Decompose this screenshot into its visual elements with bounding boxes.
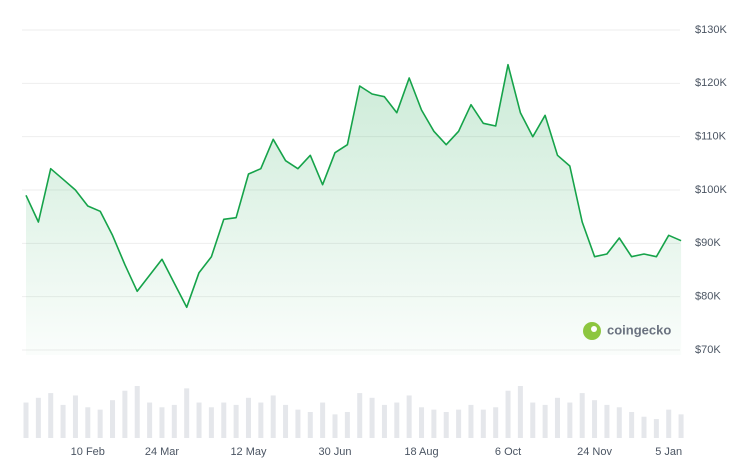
volume-bar <box>406 395 412 438</box>
volume-bar <box>419 407 425 438</box>
y-tick-label: $100K <box>695 184 727 196</box>
volume-bar <box>542 404 548 438</box>
volume-bar <box>456 409 462 438</box>
x-tick-label: 24 Nov <box>577 446 612 458</box>
volume-bar <box>171 404 177 438</box>
volume-bar <box>332 414 338 438</box>
volume-bar <box>60 404 66 438</box>
volume-bar <box>381 404 387 438</box>
volume-bar <box>357 393 363 438</box>
price-area-fill <box>26 64 682 355</box>
volume-bars <box>23 386 684 438</box>
x-tick-label: 24 Mar <box>145 446 180 458</box>
volume-bar <box>480 409 486 438</box>
volume-bar <box>579 393 585 438</box>
x-tick-label: 6 Oct <box>495 446 521 458</box>
y-tick-label: $70K <box>695 344 721 356</box>
volume-bar <box>629 412 635 438</box>
watermark-text: coingecko <box>607 322 671 337</box>
y-tick-label: $110K <box>695 131 727 143</box>
volume-bar <box>245 397 251 438</box>
volume-bar <box>369 397 375 438</box>
x-tick-label: 5 Jan <box>655 446 682 458</box>
volume-bar <box>394 402 400 438</box>
volume-bar <box>567 402 573 438</box>
volume-bar <box>184 388 190 438</box>
volume-bar <box>616 407 622 438</box>
volume-bar <box>48 393 54 438</box>
volume-bar <box>110 400 116 438</box>
volume-bar <box>233 404 239 438</box>
y-tick-label: $120K <box>695 77 727 89</box>
volume-bar <box>72 395 78 438</box>
volume-bar <box>592 400 598 438</box>
volume-bar <box>554 397 560 438</box>
volume-bar <box>270 395 276 438</box>
y-tick-label: $130K <box>695 24 727 36</box>
volume-bar <box>666 409 672 438</box>
volume-bar <box>23 402 29 438</box>
x-tick-label: 18 Aug <box>404 446 438 458</box>
volume-bar <box>159 407 165 438</box>
volume-bar <box>653 419 659 438</box>
volume-bar <box>320 402 326 438</box>
volume-bar <box>530 402 536 438</box>
volume-bar <box>258 402 264 438</box>
volume-bar <box>678 414 684 438</box>
volume-bar <box>431 409 437 438</box>
volume-bar <box>468 404 474 438</box>
volume-bar <box>517 386 523 438</box>
watermark: coingecko <box>583 322 671 340</box>
volume-bar <box>493 407 499 438</box>
volume-bar <box>443 412 449 438</box>
volume-bar <box>122 390 128 438</box>
volume-bar <box>641 416 647 438</box>
volume-bar <box>208 407 214 438</box>
volume-bar <box>307 412 313 438</box>
volume-bar <box>505 390 511 438</box>
volume-bar <box>35 397 41 438</box>
watermark-logo-eye <box>591 326 597 332</box>
volume-bar <box>147 402 153 438</box>
volume-bar <box>295 409 301 438</box>
y-tick-label: $80K <box>695 291 721 303</box>
x-tick-label: 10 Feb <box>71 446 105 458</box>
volume-bar <box>604 404 610 438</box>
x-tick-label: 30 Jun <box>318 446 351 458</box>
volume-bar <box>85 407 91 438</box>
volume-bar <box>344 412 350 438</box>
x-tick-label: 12 May <box>230 446 267 458</box>
volume-bar <box>283 404 289 438</box>
volume-bar <box>221 402 227 438</box>
volume-bar <box>97 409 103 438</box>
y-tick-label: $90K <box>695 237 721 249</box>
volume-bar <box>134 386 140 438</box>
price-area <box>25 63 682 355</box>
volume-bar <box>196 402 202 438</box>
labels: $70K $80K $90K $100K $110K $120K $130K 10 Feb 24… <box>71 24 728 458</box>
price-line <box>25 63 682 309</box>
